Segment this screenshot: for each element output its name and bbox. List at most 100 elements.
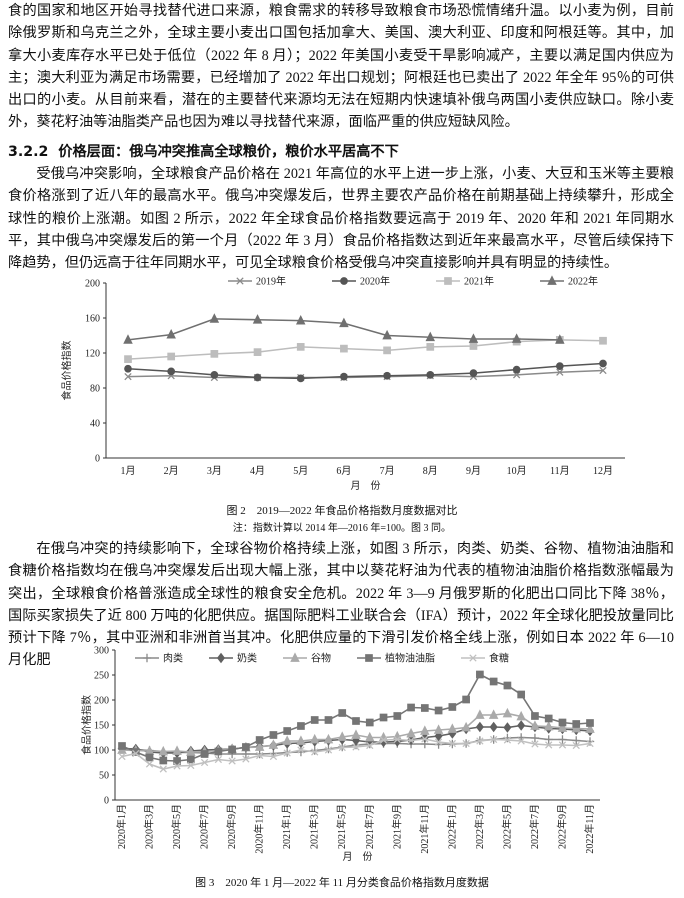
marker [382, 329, 392, 340]
marker [517, 720, 526, 731]
paragraph: 在俄乌冲突的持续影响下，全球谷物价格持续上涨，如图 3 所示，肉类、奶类、谷物、… [8, 541, 674, 669]
figure-caption: 图 3 2020 年 1 月—2022 年 11 月分类食品价格指数月度数据 [195, 877, 489, 889]
marker [421, 735, 429, 743]
x-tick-label: 2021年5月 [335, 804, 348, 849]
marker [420, 704, 429, 712]
marker [310, 746, 319, 755]
marker [379, 713, 388, 722]
series-line [127, 362, 604, 380]
marker [530, 720, 540, 730]
marker [167, 367, 176, 376]
y-tick-label: 0 [104, 796, 109, 807]
marker [503, 736, 512, 744]
marker [406, 727, 416, 738]
x-tick-label: 6月 [336, 465, 351, 477]
x-tick-label: 2021年7月 [363, 804, 376, 849]
marker [132, 749, 140, 758]
legend-marker [216, 652, 226, 664]
marker [352, 743, 360, 751]
marker [393, 735, 401, 744]
series-line [127, 339, 604, 360]
marker [557, 722, 568, 732]
marker [379, 736, 388, 744]
marker [516, 710, 526, 721]
marker [475, 721, 484, 733]
marker [489, 677, 498, 686]
marker [186, 755, 195, 764]
x-tick-label: 2022年11月 [583, 804, 596, 854]
x-tick-label: 9月 [466, 465, 481, 477]
marker [461, 721, 471, 732]
marker [166, 328, 176, 339]
marker [585, 723, 595, 733]
marker [366, 741, 374, 750]
section-heading: 3.2.2 价格层面：俄乌冲突推高全球粮价，粮价水平居高不下 [8, 141, 399, 161]
marker [531, 712, 539, 720]
marker [283, 749, 291, 757]
marker [210, 371, 219, 379]
y-tick-label: 300 [94, 646, 109, 657]
y-tick-label: 50 [99, 771, 109, 782]
x-tick-label: 7月 [380, 465, 395, 477]
marker [512, 365, 521, 374]
marker [572, 736, 581, 745]
marker [283, 727, 292, 735]
marker [448, 739, 457, 748]
x-tick-label: 12月 [593, 465, 613, 477]
marker [558, 741, 567, 749]
y-tick-label: 0 [95, 454, 100, 465]
legend-label: 肉类 [163, 652, 183, 665]
marker [434, 706, 443, 715]
x-tick-label: 2020年5月 [170, 804, 183, 849]
marker [242, 755, 250, 763]
marker [200, 758, 209, 767]
marker [253, 373, 262, 382]
marker [393, 712, 402, 720]
y-axis-title: 食品价格指数 [80, 695, 93, 755]
marker [475, 709, 485, 719]
marker [448, 703, 457, 711]
section-number: 3.2.2 [8, 144, 49, 160]
legend-marker [142, 653, 152, 663]
marker [469, 369, 478, 377]
marker [543, 720, 554, 731]
marker [252, 314, 263, 324]
x-tick-label: 2月 [164, 465, 179, 477]
legend-label: 2021年 [464, 275, 494, 288]
marker [228, 757, 236, 765]
legend-label: 食糖 [489, 652, 509, 665]
marker [340, 372, 348, 381]
marker [503, 681, 512, 690]
marker [186, 746, 196, 756]
x-axis-title: 月 份 [351, 480, 381, 492]
marker [338, 743, 346, 752]
marker [295, 314, 306, 325]
marker [544, 735, 553, 744]
marker [118, 742, 126, 750]
marker [426, 343, 435, 351]
y-tick-label: 200 [85, 279, 100, 290]
legend-marker [547, 275, 557, 285]
series-line [127, 369, 604, 379]
marker [489, 721, 498, 733]
marker [200, 750, 209, 758]
x-tick-label: 2020年1月 [115, 804, 128, 849]
marker [209, 313, 220, 323]
marker [476, 737, 484, 745]
legend-marker [236, 277, 244, 285]
y-tick-label: 150 [94, 721, 109, 732]
legend-label: 谷物 [311, 652, 331, 665]
marker [425, 331, 436, 342]
x-tick-label: 2022年5月 [500, 804, 513, 849]
y-tick-label: 80 [90, 384, 100, 395]
legend-marker [365, 654, 373, 662]
x-tick-label: 2022年9月 [555, 804, 568, 849]
marker [339, 317, 349, 328]
x-tick-label: 10月 [507, 465, 527, 477]
marker [158, 745, 169, 756]
marker [352, 717, 360, 725]
marker [268, 739, 279, 749]
marker [296, 374, 305, 383]
marker [530, 733, 540, 743]
marker [309, 733, 320, 744]
